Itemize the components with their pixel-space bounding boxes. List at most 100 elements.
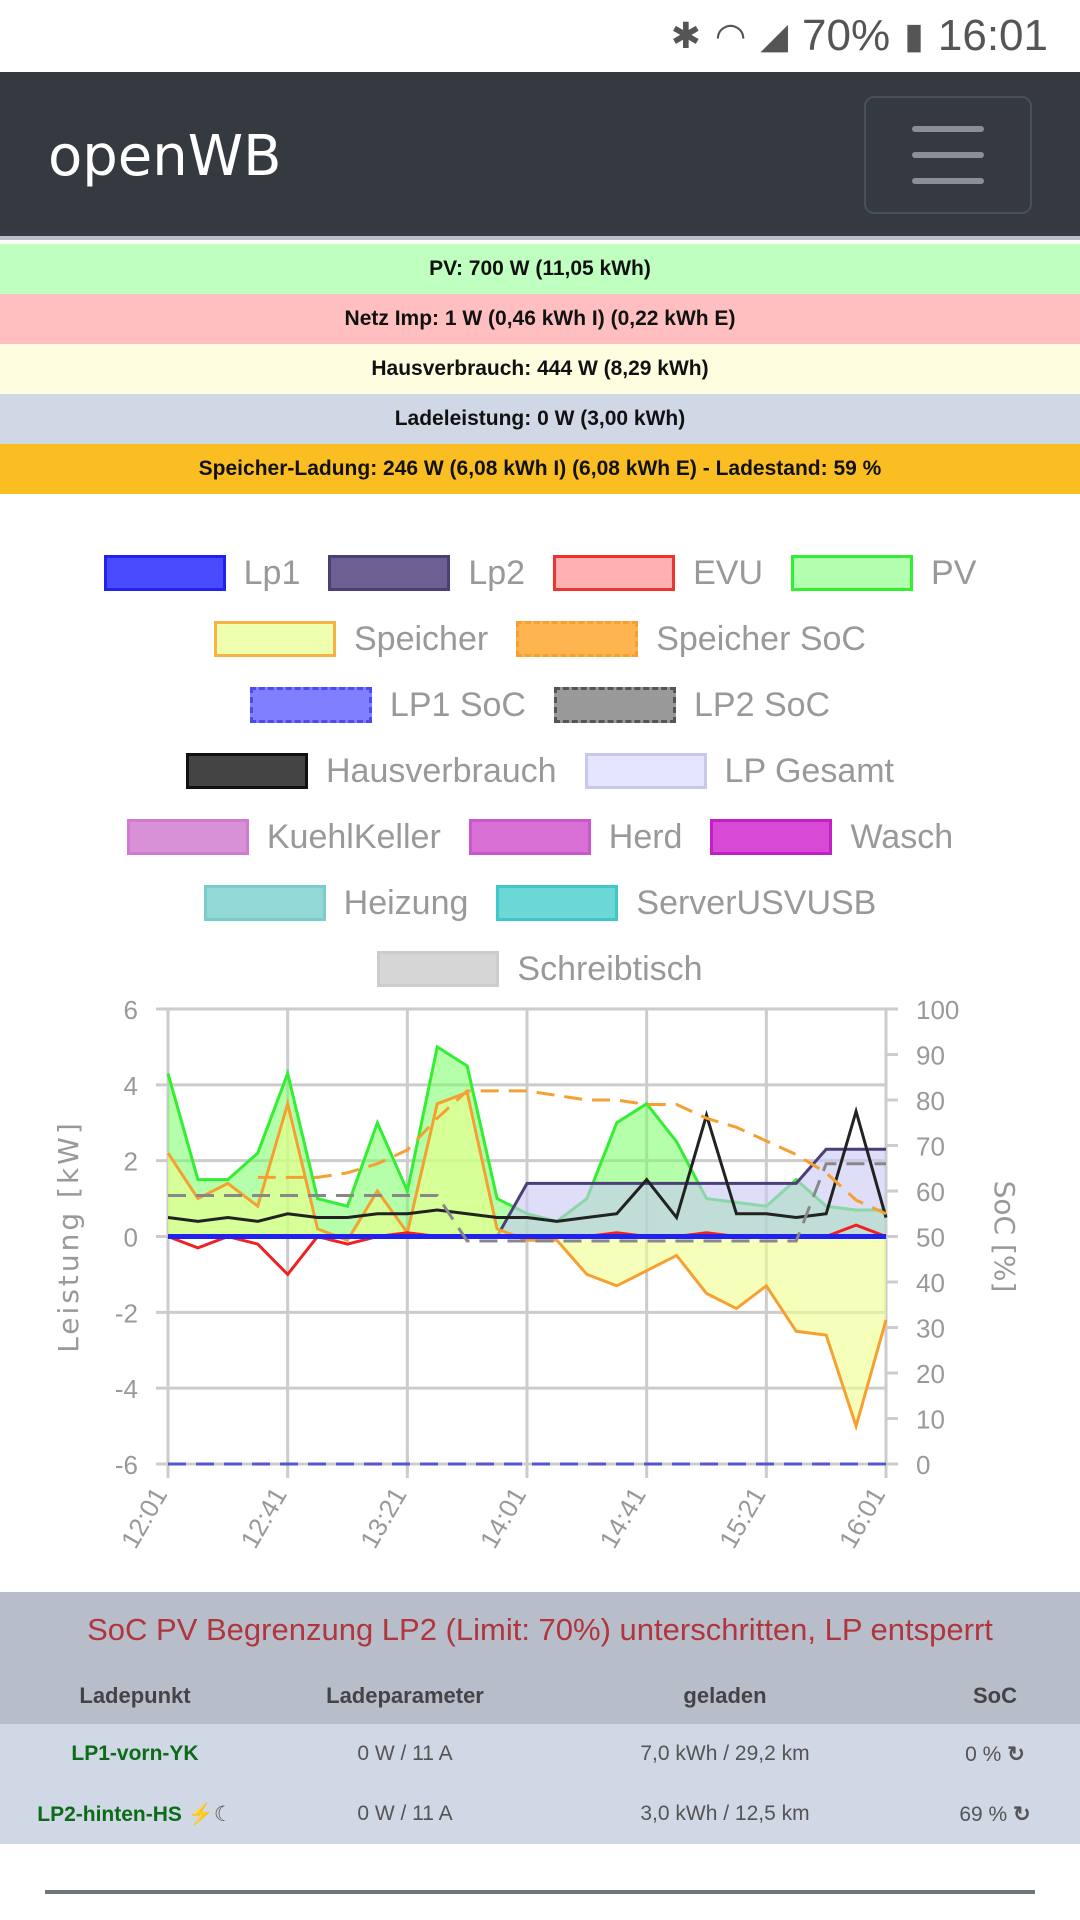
legend-label: LP2 SoC <box>694 685 831 724</box>
legend-item[interactable]: EVU <box>553 554 763 593</box>
x-tick-label: 13:21 <box>354 1482 413 1553</box>
legend-label: Wasch <box>850 817 954 856</box>
y2-tick-label: 20 <box>916 1359 945 1389</box>
x-tick-label: 14:41 <box>593 1482 652 1553</box>
legend-swatch <box>496 885 619 921</box>
y2-tick-label: 50 <box>916 1223 945 1253</box>
storage-bar: Speicher-Ladung: 246 W (6,08 kWh I) (6,0… <box>0 444 1080 494</box>
y2-tick-label: 100 <box>916 995 959 1025</box>
legend-item[interactable]: Speicher SoC <box>516 620 866 659</box>
legend-swatch <box>214 621 336 657</box>
legend-swatch <box>203 885 326 921</box>
legend-row: Speicher Speicher SoC <box>0 606 1080 672</box>
legend-item[interactable]: Lp2 <box>328 554 525 593</box>
legend-label: KuehlKeller <box>266 817 441 856</box>
x-tick-label: 12:01 <box>115 1482 174 1553</box>
legend-label: Herd <box>608 817 683 856</box>
lp-charged: 7,0 kWh / 29,2 km <box>640 1742 810 1765</box>
navbar: openWB <box>0 72 1080 240</box>
legend-swatch <box>185 753 308 789</box>
table-header: Ladepunkt Ladeparameter geladen SoC <box>0 1668 1080 1724</box>
legend-swatch <box>377 951 500 987</box>
y2-tick-label: 80 <box>916 1086 945 1116</box>
legend-item[interactable]: LP1 SoC <box>249 685 526 725</box>
hausverbrauch-line <box>167 1105 888 1223</box>
divider <box>45 1890 1035 1894</box>
legend-swatch <box>554 687 676 723</box>
signal-icon: ◢ <box>760 15 788 56</box>
y2-tick-label: 10 <box>916 1405 945 1435</box>
lp-param: 0 W / 11 A <box>357 1742 453 1765</box>
legend-label: PV <box>931 553 977 592</box>
legend-label: Heizung <box>343 883 469 922</box>
refresh-icon[interactable]: ↻ <box>1013 1802 1031 1826</box>
bluetooth-icon: ✱ <box>670 15 701 56</box>
y-axis-label: Leistung [kW] <box>52 1120 85 1353</box>
summary-bars: PV: 700 W (11,05 kWh) Netz Imp: 1 W (0,4… <box>0 244 1080 494</box>
pv-bar: PV: 700 W (11,05 kWh) <box>0 244 1080 294</box>
legend-row: Lp1 Lp2 EVU PV <box>0 540 1080 606</box>
clock: 16:01 <box>937 11 1048 60</box>
brand-title[interactable]: openWB <box>48 124 282 189</box>
legend-label: Speicher SoC <box>656 619 866 658</box>
menu-toggle-button[interactable] <box>864 96 1032 214</box>
legend-label: Schreibtisch <box>517 949 703 988</box>
legend-swatch <box>584 753 707 789</box>
legend-swatch <box>103 555 226 591</box>
lp-name-cell: LP2-hinten-HS ⚡☾ <box>0 1802 270 1827</box>
hamburger-icon <box>912 126 984 132</box>
y-tick-label: 4 <box>124 1071 138 1101</box>
lp-soc: 0 % <box>965 1742 1002 1766</box>
legend-swatch <box>249 687 372 723</box>
legend-row: KuehlKeller Herd Wasch <box>0 804 1080 870</box>
col-ladeparameter: Ladeparameter <box>326 1683 484 1708</box>
legend-item[interactable]: Lp1 <box>103 554 300 593</box>
lp-name[interactable]: LP1-vorn-YK <box>71 1742 199 1765</box>
legend-item[interactable]: ServerUSVUSB <box>496 884 876 923</box>
y2-tick-label: 0 <box>916 1450 930 1480</box>
y-tick-label: -6 <box>115 1450 138 1480</box>
legend-label: Speicher <box>354 619 489 658</box>
legend-label: LP1 SoC <box>389 685 526 724</box>
col-geladen: geladen <box>683 1683 767 1708</box>
hamburger-line <box>912 178 984 184</box>
house-consumption-bar: Hausverbrauch: 444 W (8,29 kWh) <box>0 344 1080 394</box>
lp-soc: 69 % <box>959 1802 1008 1826</box>
legend-item[interactable]: LP2 SoC <box>554 686 830 725</box>
legend-swatch <box>516 621 639 657</box>
y2-axis-label: SoC [%] <box>988 1181 1021 1293</box>
y-tick-label: 0 <box>124 1223 138 1253</box>
lp-gesamt-area <box>168 1149 886 1237</box>
legend-label: ServerUSVUSB <box>636 883 877 922</box>
legend-item[interactable]: Hausverbrauch <box>185 751 557 791</box>
legend-item[interactable]: LP Gesamt <box>584 752 894 791</box>
lp-name[interactable]: LP2-hinten-HS <box>37 1802 182 1826</box>
legend-label: Lp2 <box>468 553 526 592</box>
legend-item[interactable]: Schreibtisch <box>377 949 703 989</box>
battery-percent: 70% <box>802 11 891 60</box>
moon-icon: ☾ <box>213 1802 233 1826</box>
lp-soc-cell: 69 % ↻ <box>910 1802 1080 1827</box>
y2-tick-label: 60 <box>916 1177 945 1207</box>
refresh-icon[interactable]: ↻ <box>1007 1742 1025 1766</box>
legend-item[interactable]: KuehlKeller <box>126 817 441 857</box>
legend-label: EVU <box>693 553 764 592</box>
legend-swatch <box>328 555 451 591</box>
y-tick-label: 6 <box>124 995 138 1025</box>
y-tick-label: 2 <box>124 1147 138 1177</box>
legend-swatch <box>791 555 914 591</box>
legend-item[interactable]: Speicher <box>214 620 488 659</box>
y2-tick-label: 30 <box>916 1314 945 1344</box>
legend-item[interactable]: Wasch <box>710 818 953 857</box>
x-tick-label: 12:41 <box>234 1482 293 1553</box>
lp2-soc-line <box>168 1162 886 1243</box>
legend-item[interactable]: Herd <box>468 817 683 857</box>
legend-label: Hausverbrauch <box>325 751 557 790</box>
lp-param: 0 W / 11 A <box>357 1802 453 1825</box>
legend-row: Schreibtisch <box>0 936 1080 1002</box>
lp-soc-cell: 0 % ↻ <box>910 1742 1080 1767</box>
legend-item[interactable]: PV <box>791 554 976 593</box>
y-tick-label: -2 <box>115 1298 138 1328</box>
legend-swatch <box>468 819 591 855</box>
legend-item[interactable]: Heizung <box>203 883 469 923</box>
